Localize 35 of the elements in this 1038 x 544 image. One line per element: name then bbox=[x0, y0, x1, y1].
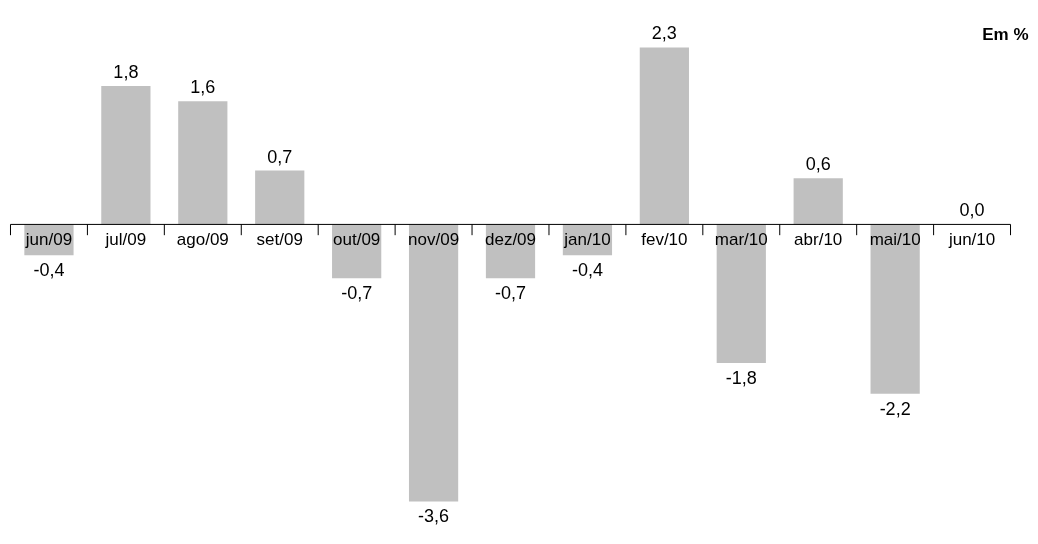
x-tick-label: out/09 bbox=[333, 230, 381, 250]
x-tick-label: set/09 bbox=[256, 230, 303, 250]
data-label: 0,7 bbox=[267, 146, 293, 167]
bar bbox=[101, 85, 151, 225]
x-tick-label: ago/09 bbox=[176, 230, 229, 250]
x-tick-label: nov/09 bbox=[408, 230, 460, 250]
x-tick-label: fev/10 bbox=[641, 230, 688, 250]
data-label: -2,2 bbox=[879, 398, 911, 419]
bar bbox=[255, 170, 305, 225]
bar bbox=[870, 224, 920, 394]
bar bbox=[408, 224, 459, 502]
x-tick-label: jun/09 bbox=[24, 230, 73, 250]
data-label: 0,6 bbox=[805, 154, 831, 175]
data-label: 0,0 bbox=[959, 200, 985, 221]
data-label: -0,7 bbox=[495, 283, 527, 304]
data-label: 1,8 bbox=[113, 61, 139, 82]
x-tick-label: jan/10 bbox=[563, 230, 611, 250]
data-label: -0,4 bbox=[33, 260, 65, 281]
bar bbox=[639, 47, 689, 225]
x-tick-label: dez/09 bbox=[484, 230, 537, 250]
data-label: 1,6 bbox=[190, 77, 216, 98]
data-label: -1,8 bbox=[725, 367, 757, 388]
x-tick-label: jul/09 bbox=[104, 230, 147, 250]
data-label: -0,4 bbox=[571, 260, 603, 281]
text: Em % bbox=[982, 24, 1029, 44]
x-tick-label: abr/10 bbox=[794, 230, 843, 250]
data-label: 2,3 bbox=[651, 23, 677, 44]
data-label: -3,6 bbox=[418, 506, 450, 527]
x-tick-label: jun/10 bbox=[947, 230, 996, 250]
x-tick-label: mai/10 bbox=[869, 230, 921, 250]
bar bbox=[178, 101, 228, 225]
x-tick-label: mar/10 bbox=[714, 230, 768, 250]
bar bbox=[716, 224, 766, 363]
bar bbox=[793, 178, 843, 225]
data-label: -0,7 bbox=[341, 283, 373, 304]
